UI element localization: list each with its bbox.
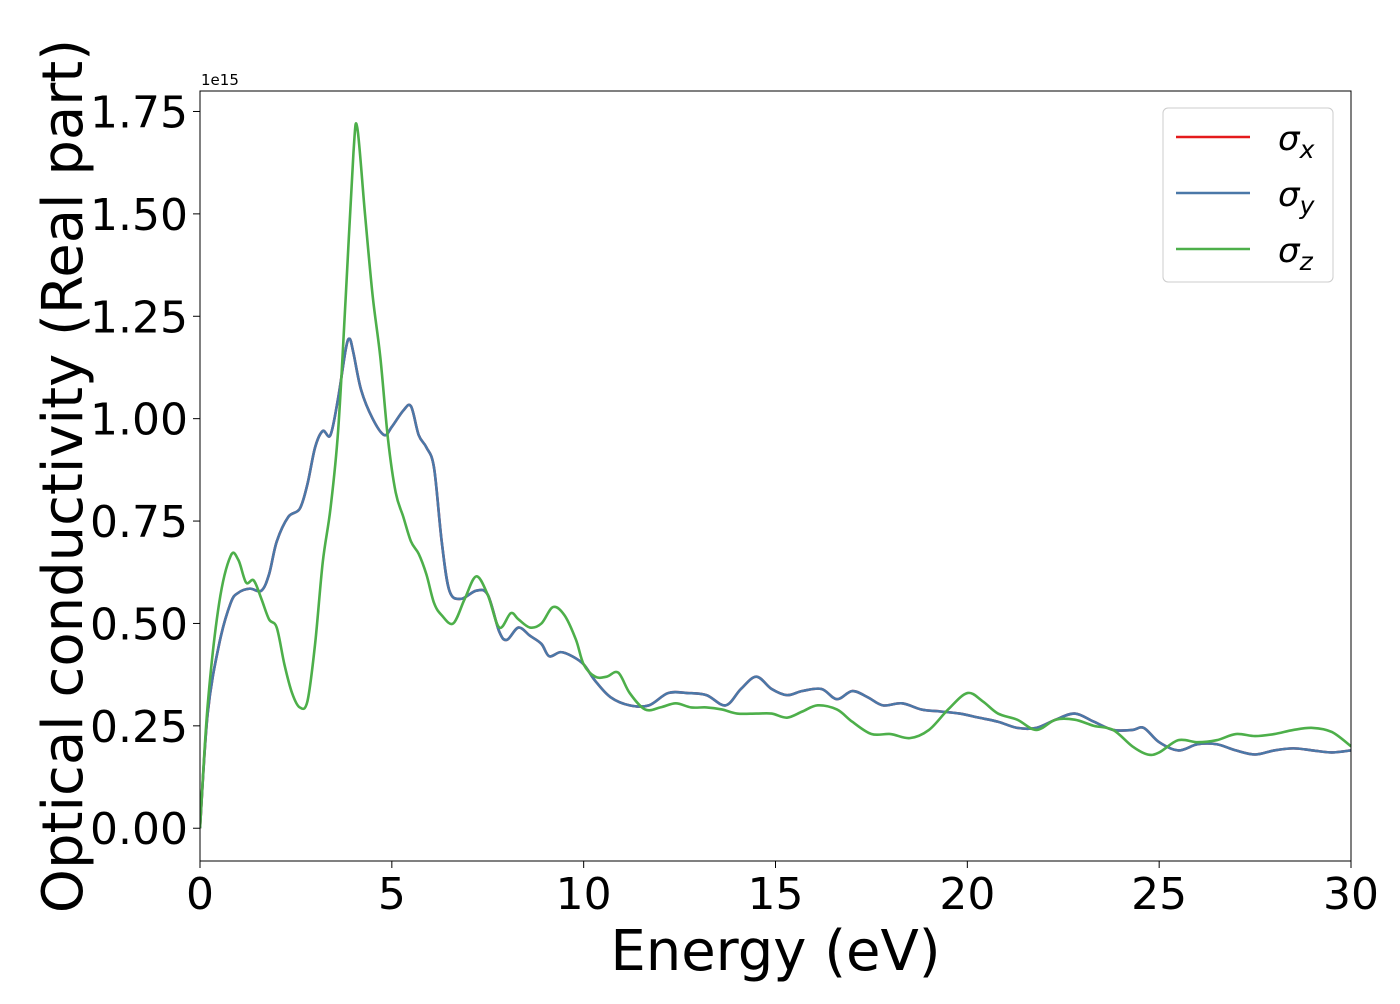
x-axis: 0 5 10 15 20 25 30 <box>186 861 1379 920</box>
y-tick-label: 1.25 <box>90 292 188 343</box>
x-axis-title: Energy (eV) <box>610 919 940 984</box>
y-offset-label: 1e15 <box>201 71 239 89</box>
series-line-sigma-y <box>200 337 1351 829</box>
y-tick-label: 0.25 <box>90 702 188 753</box>
series-line-sigma-x <box>200 337 1351 829</box>
y-tick-label: 1.75 <box>90 87 188 138</box>
y-tick-label: 1.50 <box>90 190 188 241</box>
y-axis: 0.00 0.25 0.50 0.75 1.00 1.25 1.50 1.75 <box>90 87 200 855</box>
y-tick-label: 0.75 <box>90 497 188 548</box>
x-tick-label: 5 <box>378 869 406 920</box>
x-tick-label: 25 <box>1131 869 1187 920</box>
x-tick-label: 15 <box>748 869 804 920</box>
legend-label-sigma-x: σx <box>1278 119 1315 164</box>
series-line-sigma-z <box>200 122 1351 829</box>
legend-label-sigma-z: σz <box>1278 231 1314 276</box>
legend-box <box>1162 107 1334 283</box>
x-tick-label: 30 <box>1323 869 1379 920</box>
legend-label-sigma-y: σy <box>1278 175 1316 220</box>
x-tick-label: 0 <box>186 869 214 920</box>
x-tick-label: 20 <box>939 869 995 920</box>
x-tick-label: 10 <box>556 869 612 920</box>
series-layer <box>200 122 1351 829</box>
legend: σx σy σz <box>1162 107 1334 283</box>
y-axis-title: Optical conductivity (Real part) <box>31 39 96 913</box>
y-tick-label: 1.00 <box>90 395 188 446</box>
y-tick-label: 0.00 <box>90 804 188 855</box>
y-tick-label: 0.50 <box>90 599 188 650</box>
